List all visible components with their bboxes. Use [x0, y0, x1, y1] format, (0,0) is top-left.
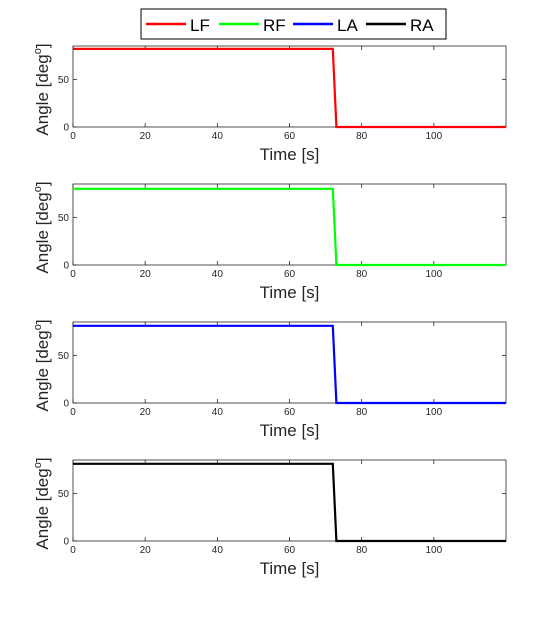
plot-area	[72, 45, 507, 128]
y-axis-label-close: ]	[33, 457, 52, 462]
legend-label-rf: RF	[263, 16, 286, 35]
y-tick-label: 50	[58, 351, 70, 362]
x-tick-label: 80	[356, 407, 368, 418]
y-axis-label-text: Angle [deg	[33, 54, 52, 135]
x-tick-label: 20	[140, 131, 152, 142]
plot-area	[72, 321, 507, 404]
y-axis-label: Angle [dego]	[32, 43, 52, 135]
y-tick-label: 0	[63, 261, 69, 272]
series-line-lf	[73, 47, 506, 129]
y-axis-label-superscript: o	[32, 324, 44, 330]
plot-area	[72, 459, 507, 542]
legend: LF RF LA RA	[140, 8, 447, 40]
legend-label-la: LA	[337, 16, 358, 35]
y-tick-label: 50	[58, 75, 70, 86]
x-tick-label: 0	[70, 545, 76, 556]
y-tick-label: 0	[63, 123, 69, 134]
x-tick-label: 80	[356, 131, 368, 142]
y-axis-label-close: ]	[33, 181, 52, 186]
y-axis-label-superscript: o	[32, 186, 44, 192]
y-axis-label-superscript: o	[32, 462, 44, 468]
y-axis-label-close: ]	[33, 319, 52, 324]
y-axis-label: Angle [dego]	[32, 319, 52, 411]
x-tick-label: 60	[284, 407, 296, 418]
x-tick-label: 100	[425, 131, 442, 142]
subplot-1: 0 20 40 60 80 100 0 50 Time [s] Angle [dego]	[32, 43, 507, 164]
x-tick-label: 0	[70, 269, 76, 280]
y-axis-label-superscript: o	[32, 48, 44, 54]
series-line-rf	[73, 187, 506, 267]
x-tick-label: 0	[70, 131, 76, 142]
y-axis-label-text: Angle [deg	[33, 468, 52, 549]
x-tick-label: 60	[284, 545, 296, 556]
subplot-3: 0 20 40 60 80 100 0 50 Time [s] Angle [dego]	[32, 319, 507, 440]
x-tick-label: 20	[140, 545, 152, 556]
y-axis-label-close: ]	[33, 43, 52, 48]
y-axis-label-text: Angle [deg	[33, 330, 52, 411]
x-tick-label: 0	[70, 407, 76, 418]
x-tick-label: 40	[212, 131, 224, 142]
x-axis-label: Time [s]	[260, 421, 320, 440]
y-tick-label: 50	[58, 489, 70, 500]
x-tick-label: 60	[284, 269, 296, 280]
y-axis-label-text: Angle [deg	[33, 192, 52, 273]
subplot-2: 0 20 40 60 80 100 0 50 Time [s] Angle [dego]	[32, 181, 507, 302]
x-tick-label: 100	[425, 269, 442, 280]
x-tick-label: 100	[425, 407, 442, 418]
x-tick-label: 40	[212, 407, 224, 418]
x-tick-label: 60	[284, 131, 296, 142]
series-line-la	[73, 324, 506, 405]
x-tick-label: 40	[212, 269, 224, 280]
x-tick-label: 40	[212, 545, 224, 556]
x-axis-label: Time [s]	[260, 283, 320, 302]
plot-area	[72, 183, 507, 266]
legend-label-ra: RA	[410, 16, 434, 35]
x-tick-label: 80	[356, 545, 368, 556]
x-tick-label: 80	[356, 269, 368, 280]
x-tick-label: 100	[425, 545, 442, 556]
y-tick-label: 0	[63, 537, 69, 548]
x-axis-label: Time [s]	[260, 559, 320, 578]
legend-label-lf: LF	[190, 16, 210, 35]
x-tick-label: 20	[140, 269, 152, 280]
y-tick-label: 0	[63, 399, 69, 410]
subplot-4: 0 20 40 60 80 100 0 50 Time [s] Angle [dego]	[32, 457, 507, 578]
x-tick-label: 20	[140, 407, 152, 418]
x-axis-label: Time [s]	[260, 145, 320, 164]
series-line-ra	[73, 462, 506, 543]
y-axis-label: Angle [dego]	[32, 457, 52, 549]
y-tick-label: 50	[58, 213, 70, 224]
y-axis-label: Angle [dego]	[32, 181, 52, 273]
